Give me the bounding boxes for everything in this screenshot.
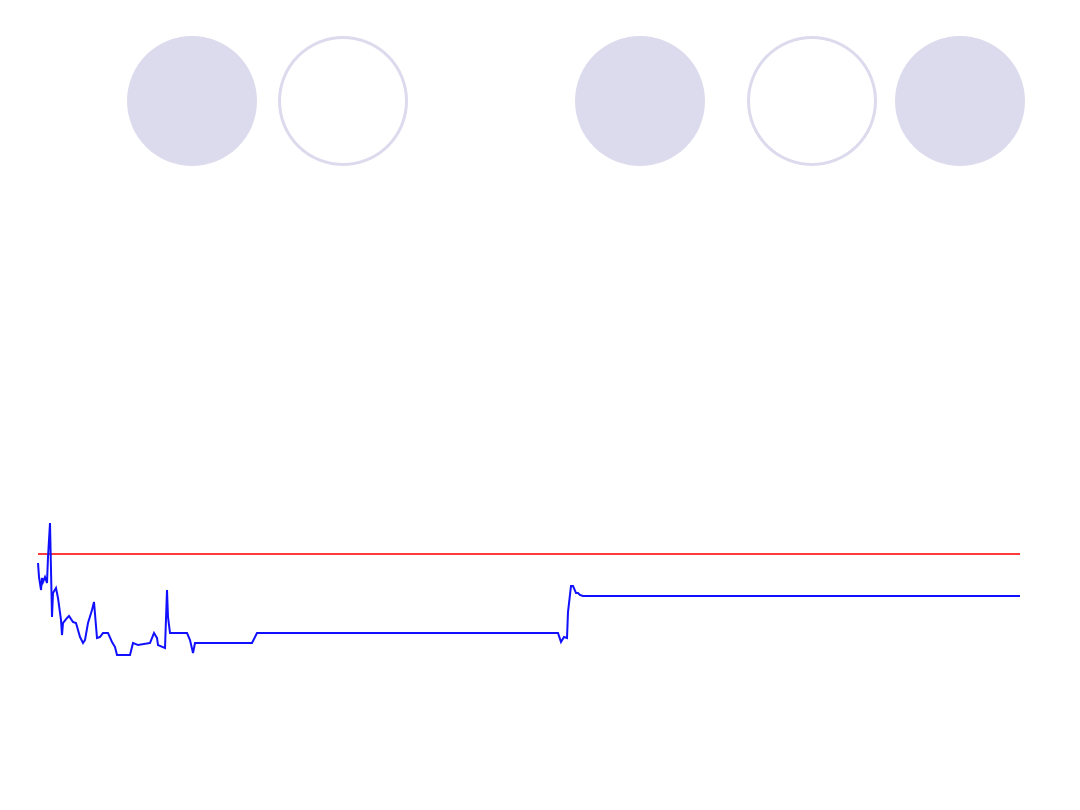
decor-circle-filled xyxy=(575,36,705,166)
series-line xyxy=(37,522,1020,656)
decor-circle-outline xyxy=(278,36,408,166)
decor-circle-outline xyxy=(747,36,877,166)
decor-circle-filled xyxy=(127,36,257,166)
decor-circle-filled xyxy=(895,36,1025,166)
